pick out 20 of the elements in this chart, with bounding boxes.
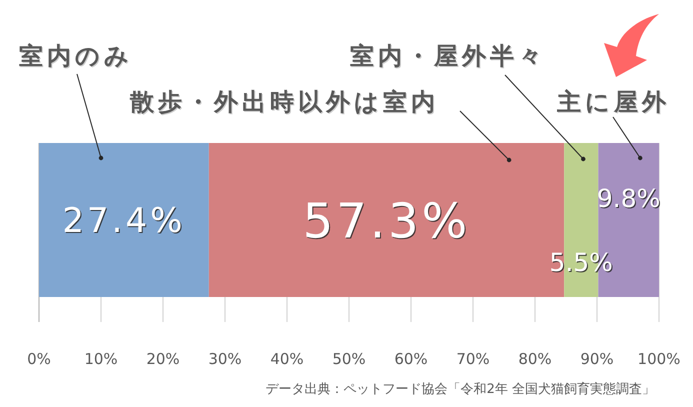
series-label: 主に屋外 (556, 88, 670, 116)
data-label: 9.8% (596, 184, 660, 213)
text: 室内・屋外半々 (350, 42, 546, 70)
x-tick-label: 80% (518, 350, 552, 368)
x-tick-label: 30% (208, 350, 242, 368)
x-tick-label: 0% (27, 350, 51, 368)
text: データ出典：ペットフード協会「令和2年 全国犬猫飼育実態調査」 (266, 381, 655, 397)
x-tick-label: 60% (394, 350, 428, 368)
data-label: 27.4% (62, 201, 186, 242)
text: 室内のみ (19, 42, 133, 70)
x-tick-label: 20% (146, 350, 180, 368)
x-tick-label: 50% (332, 350, 366, 368)
series-label: 散歩・外出時以外は室内 (129, 88, 439, 116)
x-tick-label: 70% (456, 350, 490, 368)
x-tick-label: 40% (270, 350, 304, 368)
data-label: 57.3% (302, 193, 470, 250)
bar (39, 143, 209, 297)
x-tick-label: 10% (84, 350, 118, 368)
x-tick-label: 90% (580, 350, 614, 368)
x-tick-label: 100% (638, 350, 680, 368)
